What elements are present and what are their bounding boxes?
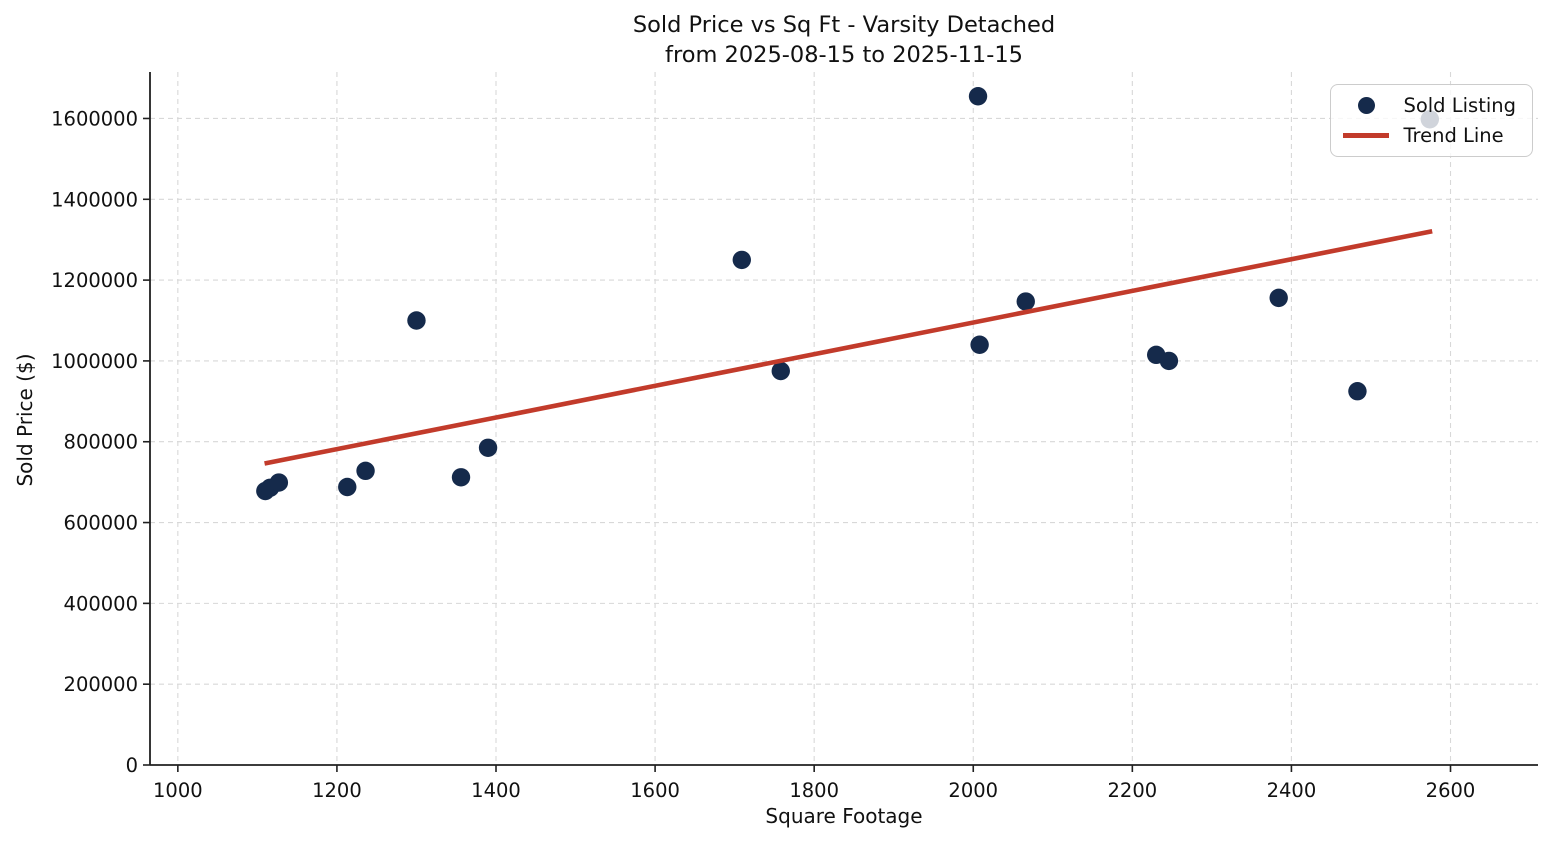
legend: Sold Listing Trend Line	[1330, 84, 1533, 157]
x-tick-label: 1600	[630, 779, 680, 802]
y-tick-label: 1200000	[51, 269, 138, 292]
scatter-point	[771, 361, 790, 381]
x-tick-label: 2000	[948, 779, 998, 802]
scatter-point	[356, 461, 375, 481]
y-tick-label: 1000000	[51, 350, 138, 373]
y-tick-label: 600000	[64, 512, 138, 535]
chart-title: Sold Price vs Sq Ft - Varsity Detached	[632, 12, 1056, 38]
x-tick-label: 1800	[789, 779, 839, 802]
y-tick-label: 1400000	[51, 188, 138, 211]
y-axis-label: Sold Price ($)	[13, 353, 37, 487]
scatter-point	[1159, 351, 1179, 371]
y-tick-label: 1600000	[51, 107, 138, 130]
x-tick-label: 1400	[471, 779, 521, 802]
scatter-point	[451, 468, 471, 487]
y-tick-label: 200000	[64, 673, 138, 696]
x-tick-label: 2400	[1267, 779, 1317, 802]
scatter-point	[478, 438, 498, 457]
scatter-point	[1016, 292, 1035, 311]
scatter-point	[407, 311, 426, 330]
scatter-point	[1269, 288, 1288, 308]
x-tick-label: 2200	[1108, 779, 1158, 802]
y-tick-label: 0	[126, 754, 138, 777]
legend-swatch	[1343, 97, 1389, 114]
scatter-point	[338, 477, 357, 497]
legend-swatch	[1343, 133, 1390, 138]
chart-title-block: Sold Price vs Sq Ft - Varsity Detached f…	[150, 11, 1538, 70]
x-tick-label: 2600	[1426, 779, 1476, 802]
scatter-point	[968, 87, 988, 106]
sold-listing-dot-icon	[1357, 97, 1375, 114]
y-tick-label: 400000	[64, 592, 138, 615]
legend-label-trend-line: Trend Line	[1403, 124, 1504, 147]
scatter-point	[1348, 382, 1367, 401]
legend-item-sold-listing: Sold Listing	[1343, 94, 1516, 117]
x-axis-label: Square Footage	[765, 804, 923, 828]
x-tick-label: 1000	[153, 779, 203, 802]
x-tick-label: 1200	[312, 779, 362, 802]
chart-subtitle: from 2025-08-15 to 2025-11-15	[665, 41, 1023, 68]
legend-label-sold-listing: Sold Listing	[1403, 94, 1516, 117]
scatter-point	[269, 473, 289, 492]
trend-line-icon	[1343, 133, 1390, 138]
trend-line	[264, 228, 1433, 466]
scatter-point	[732, 250, 751, 270]
y-tick-label: 800000	[64, 431, 138, 454]
legend-item-trend-line: Trend Line	[1343, 124, 1516, 147]
scatter-point	[970, 335, 989, 354]
